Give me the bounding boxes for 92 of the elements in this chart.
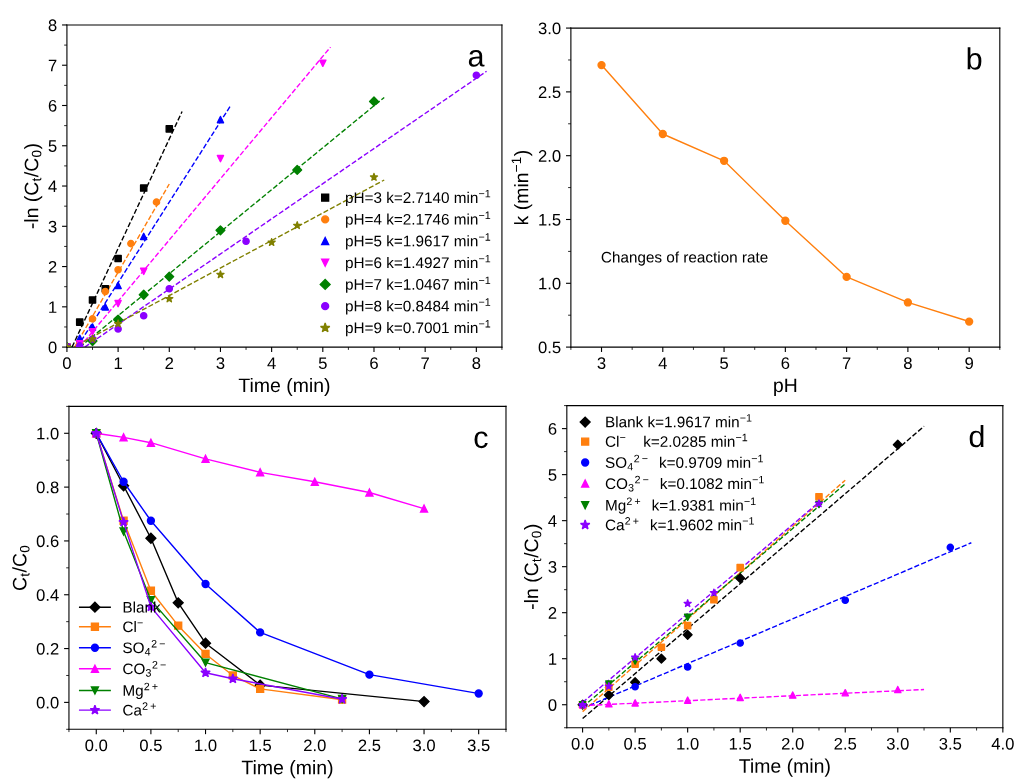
x-tick-label: 7	[842, 357, 851, 369]
y-tick-label: 1.0	[37, 427, 59, 440]
x-tick-label: 0.5	[139, 739, 162, 752]
legend-label: pH=8 k=0.8484 min$^{−1}$	[346, 298, 491, 315]
x-tick-label: 3.0	[413, 739, 435, 752]
x-tick-label: 2.0	[304, 739, 326, 752]
legend-label: SO$_{4}$$^{2−}$	[123, 639, 165, 656]
x-tick-label: 4.0	[991, 737, 1014, 750]
x-tick-label: 2	[165, 357, 174, 369]
y-tick-label: 0.6	[36, 535, 59, 548]
x-tick-label: 2.5	[358, 739, 381, 752]
y-tick-label: 1	[549, 653, 557, 665]
y-axis-title: -ln (C$_{t}$/C$_{0}$)	[524, 524, 543, 609]
x-tick-label: 6	[370, 357, 378, 370]
x-tick-label: 4	[658, 357, 667, 369]
legend-label: CO$_{3}$$^{2−}$	[123, 661, 166, 677]
y-tick-label: 1.5	[539, 214, 561, 226]
legend-label: Ca$^{2+}$	[123, 702, 156, 716]
y-axis-title: C$_{t}$/C$_{0}$	[12, 545, 30, 590]
legend-label: Mg$^{2+}$	[123, 682, 158, 699]
x-tick-label: 3.5	[467, 739, 490, 752]
text: Cl$^{−}$ k=2.0285 min$^{−1}$	[605, 433, 748, 447]
x-tick-label: 1.5	[729, 738, 752, 750]
x-axis-title: Time (min)	[739, 758, 830, 777]
annotation: b	[967, 47, 982, 70]
x-tick-label: 1.5	[249, 739, 272, 752]
x-tick-label: 9	[965, 357, 974, 370]
y-tick-label: 0.4	[36, 589, 59, 601]
y-tick-label: 0.2	[36, 642, 59, 655]
x-axis-title: Time (min)	[241, 760, 333, 779]
x-tick-label: 6	[781, 357, 790, 370]
y-tick-label: 7	[48, 59, 57, 72]
y-tick-label: 1	[49, 301, 57, 313]
y-tick-label: 5	[48, 140, 57, 152]
annotation: a	[468, 49, 485, 67]
x-tick-label: 0.5	[624, 737, 647, 750]
legend-label: Mg$^{2+}$ k=1.9381 min$^{−1}$	[606, 497, 756, 514]
x-tick-label: 5	[318, 357, 327, 370]
legend-label: SO$_{4}$$^{2−}$ k=0.9709 min$^{−1}$	[605, 454, 763, 471]
x-tick-label: 3.5	[939, 737, 962, 750]
x-tick-label: 0	[62, 357, 71, 370]
y-tick-label: 6	[48, 99, 57, 112]
y-axis-title: -ln (C$_{t}$/C$_{0}$)	[24, 144, 43, 229]
y-tick-label: 5	[548, 469, 557, 481]
legend-label: pH=7 k=1.0467 min$^{−1}$	[346, 276, 491, 293]
annotation: Changes of reaction rate	[601, 251, 768, 266]
y-tick-label: 2	[548, 607, 557, 619]
y-tick-label: 0	[548, 699, 557, 711]
x-tick-label: 0.0	[571, 737, 594, 750]
legend-label: pH=6 k=1.4927 min$^{−1}$	[346, 254, 491, 272]
legend-label: CO$_{3}$$^{2−}$ k=0.1082 min$^{−1}$	[605, 475, 764, 492]
y-tick-label: 3.0	[538, 22, 561, 35]
x-tick-label: 3.0	[886, 737, 909, 750]
x-tick-label: 7	[421, 357, 429, 369]
x-tick-label: 8	[903, 357, 912, 370]
x-tick-label: 1	[114, 357, 122, 369]
legend-label: Cl$^{−}$	[123, 620, 143, 633]
x-tick-label: 1.0	[195, 739, 217, 752]
y-tick-label: 0.8	[36, 481, 59, 494]
x-tick-label: 2.0	[781, 737, 804, 750]
y-tick-label: 3	[48, 220, 57, 233]
legend-label: pH=9 k=0.7001 min$^{−1}$	[346, 320, 491, 337]
x-tick-label: 5	[720, 357, 728, 370]
x-axis-title: pH	[774, 378, 797, 397]
y-tick-label: 0.5	[538, 341, 561, 354]
y-tick-label: 2.0	[538, 150, 561, 162]
x-tick-label: 8	[472, 357, 481, 370]
y-tick-label: 1.0	[539, 277, 561, 290]
legend-label: Ca$^{2+}$ k=1.9602 min$^{−1}$	[605, 517, 754, 531]
legend-label: Blank k=1.9617 min$^{−1}$	[606, 414, 752, 428]
x-axis-title: Time (min)	[238, 377, 330, 397]
legend-label: pH=4 k=2.1746 min$^{−1}$	[346, 211, 491, 228]
y-tick-label: 6	[548, 423, 557, 435]
y-tick-label: 3	[548, 561, 557, 573]
x-tick-label: 2.5	[834, 737, 857, 750]
y-tick-label: 4	[548, 515, 557, 527]
x-tick-label: 0.0	[85, 739, 108, 752]
y-tick-label: 2.5	[538, 86, 561, 99]
legend-label: pH=5 k=1.9617 min$^{−1}$	[346, 233, 491, 250]
y-tick-label: 8	[48, 19, 57, 32]
x-tick-label: 3	[597, 357, 606, 370]
y-tick-label: 4	[48, 180, 57, 193]
x-tick-label: 3	[216, 357, 225, 370]
y-axis-title: k (min$^{−1}$)	[511, 151, 533, 225]
annotation: c	[474, 431, 488, 449]
x-tick-label: 1.0	[677, 737, 699, 750]
annotation: d	[969, 424, 984, 448]
x-tick-label: 4	[267, 357, 276, 369]
y-tick-label: 0	[48, 341, 57, 354]
y-tick-label: 0.0	[36, 696, 59, 709]
legend-label: pH=3 k=2.7140 min$^{−1}$	[346, 189, 491, 207]
y-tick-label: 2	[48, 260, 57, 273]
